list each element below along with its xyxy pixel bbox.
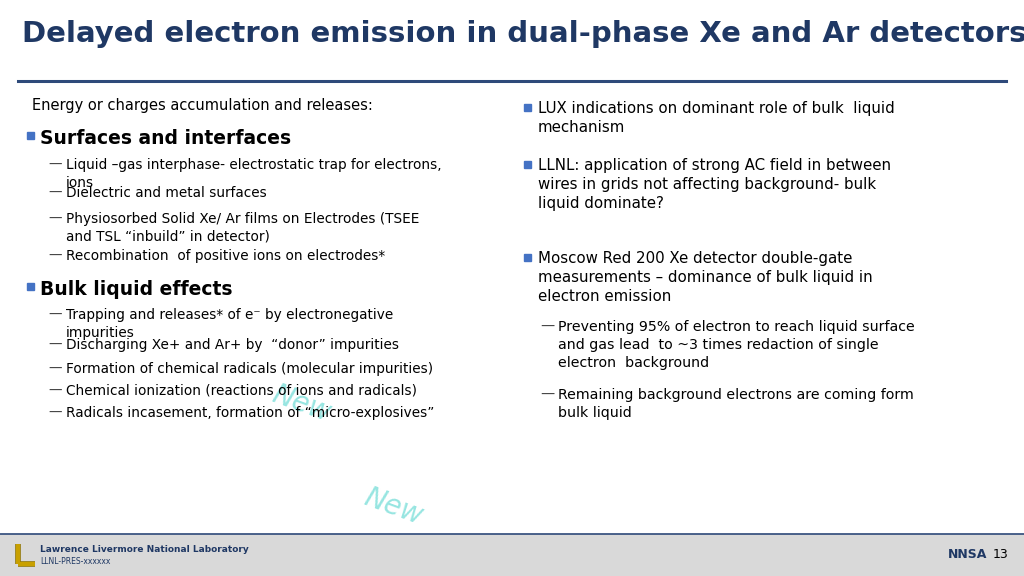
Text: Radicals incasement, formation of “micro-explosives”: Radicals incasement, formation of “micro… bbox=[66, 406, 434, 420]
Text: Preventing 95% of electron to reach liquid surface
and gas lead  to ~3 times red: Preventing 95% of electron to reach liqu… bbox=[558, 320, 914, 370]
Text: —: — bbox=[48, 212, 61, 226]
Text: —: — bbox=[48, 308, 61, 322]
Text: LUX indications on dominant role of bulk  liquid
mechanism: LUX indications on dominant role of bulk… bbox=[538, 101, 895, 135]
Text: Recombination  of positive ions on electrodes*: Recombination of positive ions on electr… bbox=[66, 249, 385, 263]
Text: New: New bbox=[268, 380, 335, 427]
Text: —: — bbox=[48, 362, 61, 376]
Text: Formation of chemical radicals (molecular impurities): Formation of chemical radicals (molecula… bbox=[66, 362, 433, 376]
Text: NNSA: NNSA bbox=[948, 548, 988, 562]
Text: Remaining background electrons are coming form
bulk liquid: Remaining background electrons are comin… bbox=[558, 388, 913, 420]
Text: —: — bbox=[48, 249, 61, 263]
Bar bbox=[524, 161, 531, 168]
Text: —: — bbox=[540, 320, 554, 334]
Text: Surfaces and interfaces: Surfaces and interfaces bbox=[40, 129, 291, 148]
Text: Physiosorbed Solid Xe/ Ar films on Electrodes (TSEE
and TSL “inbuild” in detecto: Physiosorbed Solid Xe/ Ar films on Elect… bbox=[66, 212, 420, 244]
Text: Discharging Xe+ and Ar+ by  “donor” impurities: Discharging Xe+ and Ar+ by “donor” impur… bbox=[66, 338, 399, 352]
Text: —: — bbox=[48, 406, 61, 420]
Text: —: — bbox=[48, 384, 61, 398]
Text: 13: 13 bbox=[992, 548, 1008, 562]
Text: —: — bbox=[48, 158, 61, 172]
Bar bbox=[524, 104, 531, 111]
Text: —: — bbox=[48, 186, 61, 200]
Text: LLNL: application of strong AC field in between
wires in grids not affecting bac: LLNL: application of strong AC field in … bbox=[538, 158, 891, 211]
Text: Bulk liquid effects: Bulk liquid effects bbox=[40, 280, 232, 299]
Bar bbox=[524, 254, 531, 261]
Text: Energy or charges accumulation and releases:: Energy or charges accumulation and relea… bbox=[32, 98, 373, 113]
Text: Liquid –gas interphase- electrostatic trap for electrons,
ions: Liquid –gas interphase- electrostatic tr… bbox=[66, 158, 441, 190]
Text: Moscow Red 200 Xe detector double-gate
measurements – dominance of bulk liquid i: Moscow Red 200 Xe detector double-gate m… bbox=[538, 251, 872, 304]
Text: —: — bbox=[540, 388, 554, 402]
Text: Chemical ionization (reactions of ions and radicals): Chemical ionization (reactions of ions a… bbox=[66, 384, 417, 398]
Text: Delayed electron emission in dual-phase Xe and Ar detectors: Delayed electron emission in dual-phase … bbox=[22, 20, 1024, 48]
Text: New: New bbox=[360, 483, 427, 530]
Bar bbox=[0, 534, 1024, 576]
Bar bbox=[27, 283, 34, 290]
Text: LLNL-PRES-xxxxxx: LLNL-PRES-xxxxxx bbox=[40, 556, 111, 566]
Text: Lawrence Livermore National Laboratory: Lawrence Livermore National Laboratory bbox=[40, 544, 249, 554]
Text: Trapping and releases* of e⁻ by electronegative
impurities: Trapping and releases* of e⁻ by electron… bbox=[66, 308, 393, 340]
Bar bbox=[27, 132, 34, 139]
Text: Dielectric and metal surfaces: Dielectric and metal surfaces bbox=[66, 186, 266, 200]
Text: —: — bbox=[48, 338, 61, 352]
